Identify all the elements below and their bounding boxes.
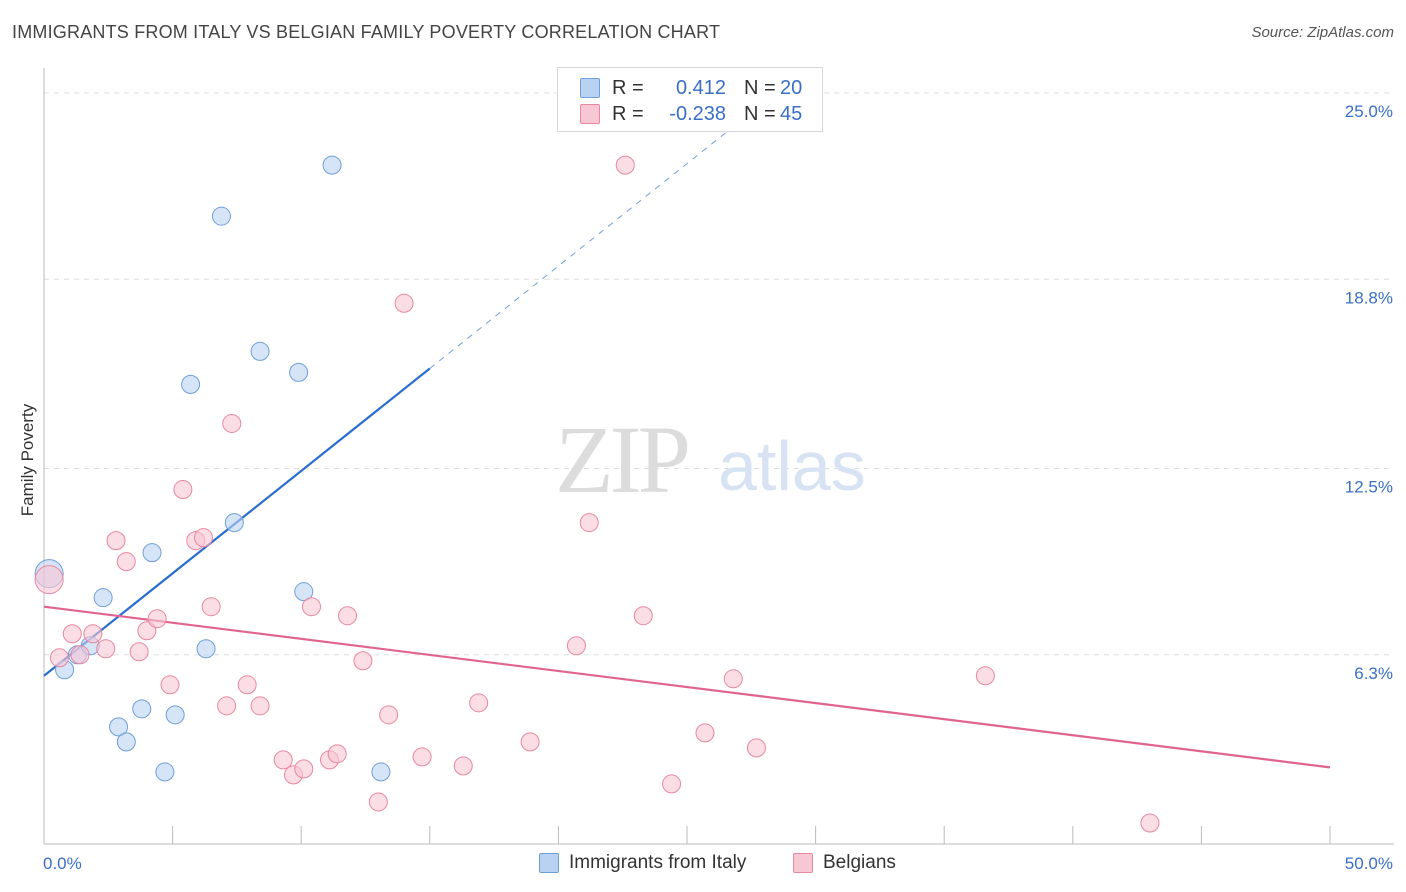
legend-row-italy: R = 0.412 N = 20 bbox=[580, 76, 802, 100]
point-italy bbox=[371, 762, 391, 782]
point-belgians bbox=[116, 552, 136, 572]
point-italy bbox=[322, 155, 342, 175]
point-italy bbox=[211, 206, 231, 226]
point-belgians bbox=[34, 565, 64, 595]
bottom-legend-italy: Immigrants from Italy bbox=[539, 852, 746, 874]
point-italy bbox=[289, 362, 309, 382]
y-tick-label: 25.0% bbox=[1345, 102, 1393, 121]
point-belgians bbox=[62, 624, 82, 644]
legend-r-label: R = bbox=[612, 102, 644, 125]
legend-n-label: N = bbox=[744, 102, 776, 125]
trend-line-belgians bbox=[43, 605, 1331, 769]
point-belgians bbox=[633, 606, 653, 626]
point-belgians bbox=[662, 774, 682, 794]
point-italy bbox=[294, 582, 314, 602]
point-belgians bbox=[566, 636, 586, 656]
point-belgians bbox=[49, 648, 69, 668]
point-belgians bbox=[453, 756, 473, 776]
point-belgians bbox=[394, 293, 414, 313]
bottom-legend-belgians: Belgians bbox=[793, 852, 896, 874]
point-belgians bbox=[217, 696, 237, 716]
y-tick-label: 6.3% bbox=[1354, 664, 1393, 683]
point-belgians bbox=[579, 513, 599, 533]
watermark: ZIP atlas bbox=[555, 406, 866, 513]
point-italy bbox=[165, 705, 185, 725]
point-belgians bbox=[368, 792, 388, 812]
point-belgians bbox=[520, 732, 540, 752]
point-belgians bbox=[147, 609, 167, 629]
point-italy bbox=[250, 341, 270, 361]
point-belgians bbox=[975, 666, 995, 686]
y-tick-label: 18.8% bbox=[1345, 288, 1393, 307]
legend-row-belgians: R = -0.238 N = 45 bbox=[580, 102, 802, 126]
point-belgians bbox=[273, 750, 293, 770]
legend-r-label: R = bbox=[612, 76, 644, 99]
legend-swatch-belgians bbox=[580, 104, 600, 124]
y-tick-label: 12.5% bbox=[1345, 478, 1393, 497]
point-belgians bbox=[695, 723, 715, 743]
chart-title: IMMIGRANTS FROM ITALY VS BELGIAN FAMILY … bbox=[12, 22, 721, 42]
tick-labels: 6.3% 12.5% 18.8% 25.0% 0.0% 50.0% bbox=[43, 102, 1393, 873]
watermark-atlas: atlas bbox=[718, 427, 866, 505]
legend-n-value-belgians: 45 bbox=[780, 102, 803, 125]
point-belgians bbox=[1140, 813, 1160, 833]
point-belgians bbox=[250, 696, 270, 716]
point-italy bbox=[142, 543, 162, 563]
bottom-legend-label-italy: Immigrants from Italy bbox=[569, 852, 747, 873]
data-points bbox=[34, 155, 1160, 833]
point-belgians bbox=[222, 413, 242, 433]
point-italy bbox=[116, 732, 136, 752]
legend-swatch-italy bbox=[580, 78, 600, 98]
point-belgians bbox=[469, 693, 489, 713]
legend-n-label: N = bbox=[744, 76, 776, 99]
point-belgians bbox=[173, 480, 193, 500]
x-tick-label-min: 0.0% bbox=[43, 854, 82, 873]
legend-n-value-italy: 20 bbox=[780, 76, 803, 99]
watermark-zip: ZIP bbox=[555, 406, 688, 513]
point-belgians bbox=[193, 528, 213, 548]
point-italy bbox=[109, 717, 129, 737]
point-belgians bbox=[746, 738, 766, 758]
bottom-legend-label-belgians: Belgians bbox=[823, 852, 896, 873]
bottom-legend-swatch-belgians bbox=[793, 853, 813, 873]
legend-r-value-italy: 0.412 bbox=[675, 76, 726, 99]
point-belgians bbox=[106, 531, 126, 551]
point-belgians bbox=[353, 651, 373, 671]
point-italy bbox=[93, 588, 113, 608]
point-belgians bbox=[70, 645, 90, 665]
point-belgians bbox=[379, 705, 399, 725]
bottom-legend-swatch-italy bbox=[539, 853, 559, 873]
trend-line-italy-extension bbox=[429, 122, 739, 369]
point-belgians bbox=[723, 669, 743, 689]
legend-r-value-belgians: -0.238 bbox=[669, 102, 726, 125]
point-belgians bbox=[294, 759, 314, 779]
point-belgians bbox=[83, 624, 103, 644]
point-belgians bbox=[201, 597, 221, 617]
point-belgians bbox=[129, 642, 149, 662]
point-belgians bbox=[237, 675, 257, 695]
point-belgians bbox=[412, 747, 432, 767]
point-belgians bbox=[615, 155, 635, 175]
point-belgians bbox=[96, 639, 116, 659]
correlation-legend: R = 0.412 N = 20 R = -0.238 N = 45 bbox=[557, 67, 823, 132]
point-italy bbox=[224, 513, 244, 533]
source-label: Source: ZipAtlas.com bbox=[1251, 24, 1394, 41]
point-italy bbox=[132, 699, 152, 719]
point-belgians bbox=[327, 744, 347, 764]
x-tick-label-max: 50.0% bbox=[1345, 854, 1393, 873]
point-italy bbox=[155, 762, 175, 782]
point-belgians bbox=[160, 675, 180, 695]
point-italy bbox=[196, 639, 216, 659]
point-italy bbox=[181, 374, 201, 394]
trend-lines bbox=[43, 122, 1331, 769]
point-belgians bbox=[301, 597, 321, 617]
point-belgians bbox=[337, 606, 357, 626]
grid-lines bbox=[44, 92, 1394, 656]
axes bbox=[43, 68, 1394, 845]
